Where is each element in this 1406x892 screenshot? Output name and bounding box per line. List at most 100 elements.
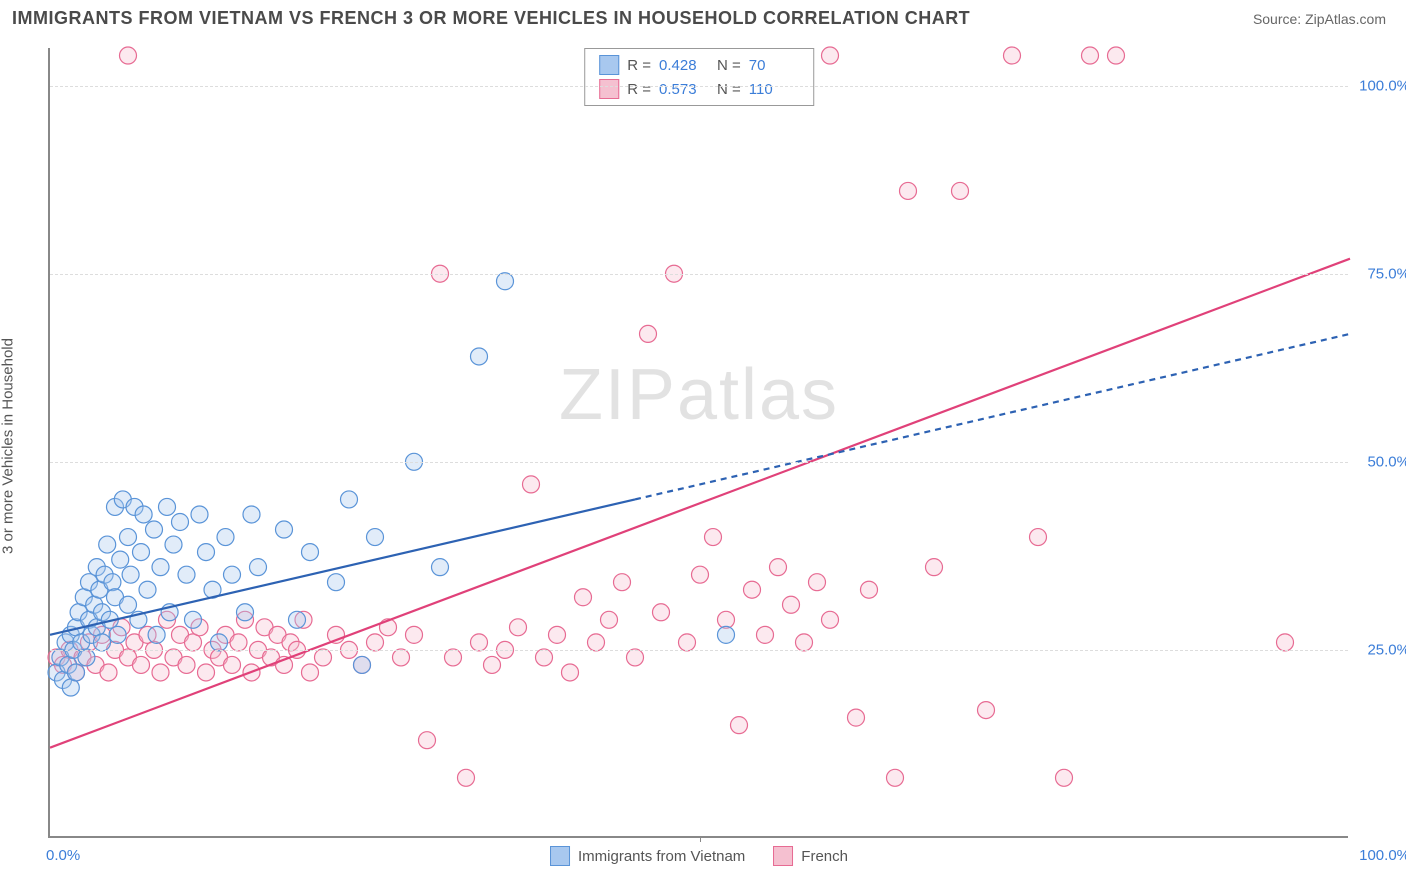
data-point xyxy=(120,596,137,613)
data-point xyxy=(100,664,117,681)
data-point xyxy=(211,634,228,651)
grid-line xyxy=(50,650,1348,651)
data-point xyxy=(139,581,156,598)
data-point xyxy=(588,634,605,651)
data-point xyxy=(198,664,215,681)
data-point xyxy=(757,626,774,643)
data-point xyxy=(152,664,169,681)
data-point xyxy=(224,566,241,583)
data-point xyxy=(178,656,195,673)
grid-line xyxy=(50,274,1348,275)
data-point xyxy=(185,634,202,651)
data-point xyxy=(198,544,215,561)
data-point xyxy=(887,769,904,786)
legend-stats-row-french: R = 0.573 N = 110 xyxy=(599,77,799,101)
data-point xyxy=(510,619,527,636)
data-point xyxy=(614,574,631,591)
data-point xyxy=(250,559,267,576)
data-point xyxy=(315,649,332,666)
data-point xyxy=(627,649,644,666)
legend-item-french: French xyxy=(773,846,848,866)
swatch-french xyxy=(599,79,619,99)
data-point xyxy=(926,559,943,576)
y-tick-label: 50.0% xyxy=(1367,453,1406,470)
data-point xyxy=(109,626,126,643)
scatter-plot xyxy=(50,48,1348,836)
data-point xyxy=(1056,769,1073,786)
data-point xyxy=(68,664,85,681)
data-point xyxy=(471,634,488,651)
data-point xyxy=(978,702,995,719)
data-point xyxy=(1004,47,1021,64)
y-tick-label: 100.0% xyxy=(1359,77,1406,94)
legend-stats: R = 0.428 N = 70 R = 0.573 N = 110 xyxy=(584,48,814,106)
data-point xyxy=(419,732,436,749)
data-point xyxy=(1277,634,1294,651)
data-point xyxy=(471,348,488,365)
data-point xyxy=(601,611,618,628)
data-point xyxy=(549,626,566,643)
legend-item-vietnam: Immigrants from Vietnam xyxy=(550,846,745,866)
data-point xyxy=(78,649,95,666)
data-point xyxy=(302,544,319,561)
data-point xyxy=(133,544,150,561)
data-point xyxy=(679,634,696,651)
swatch-vietnam xyxy=(550,846,570,866)
data-point xyxy=(172,514,189,531)
data-point xyxy=(653,604,670,621)
legend-label-vietnam: Immigrants from Vietnam xyxy=(578,848,745,865)
data-point xyxy=(112,551,129,568)
data-point xyxy=(1030,529,1047,546)
data-point xyxy=(354,656,371,673)
data-point xyxy=(744,581,761,598)
chart-plot-area: ZIPatlas R = 0.428 N = 70 R = 0.573 N = … xyxy=(48,48,1348,838)
data-point xyxy=(99,536,116,553)
data-point xyxy=(1108,47,1125,64)
trend-line xyxy=(635,334,1350,500)
data-point xyxy=(1082,47,1099,64)
data-point xyxy=(133,656,150,673)
data-point xyxy=(952,182,969,199)
data-point xyxy=(243,506,260,523)
data-point xyxy=(458,769,475,786)
swatch-french xyxy=(773,846,793,866)
data-point xyxy=(148,626,165,643)
header: IMMIGRANTS FROM VIETNAM VS FRENCH 3 OR M… xyxy=(0,0,1406,37)
data-point xyxy=(289,611,306,628)
data-point xyxy=(822,611,839,628)
data-point xyxy=(393,649,410,666)
data-point xyxy=(783,596,800,613)
data-point xyxy=(523,476,540,493)
data-point xyxy=(185,611,202,628)
y-axis-label: 3 or more Vehicles in Household xyxy=(0,338,17,554)
grid-line xyxy=(50,86,1348,87)
data-point xyxy=(62,679,79,696)
data-point xyxy=(367,634,384,651)
trend-line xyxy=(50,259,1350,748)
source-label: Source: ZipAtlas.com xyxy=(1253,11,1386,27)
data-point xyxy=(640,325,657,342)
data-point xyxy=(217,529,234,546)
data-point xyxy=(497,273,514,290)
data-point xyxy=(705,529,722,546)
data-point xyxy=(575,589,592,606)
legend-series: Immigrants from Vietnam French xyxy=(550,846,848,866)
data-point xyxy=(822,47,839,64)
data-point xyxy=(367,529,384,546)
data-point xyxy=(328,574,345,591)
data-point xyxy=(432,559,449,576)
data-point xyxy=(406,626,423,643)
data-point xyxy=(120,529,137,546)
data-point xyxy=(135,506,152,523)
data-point xyxy=(122,566,139,583)
y-tick-label: 25.0% xyxy=(1367,641,1406,658)
data-point xyxy=(224,656,241,673)
data-point xyxy=(230,634,247,651)
data-point xyxy=(104,574,121,591)
x-tick-mark xyxy=(700,836,701,842)
data-point xyxy=(796,634,813,651)
data-point xyxy=(536,649,553,666)
data-point xyxy=(146,521,163,538)
data-point xyxy=(152,559,169,576)
data-point xyxy=(562,664,579,681)
